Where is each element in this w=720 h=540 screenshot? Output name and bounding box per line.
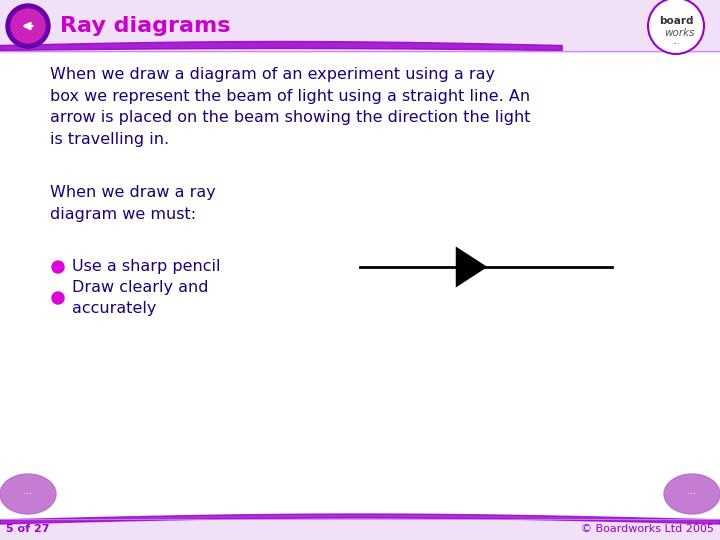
Text: works: works (664, 28, 694, 38)
Text: Draw clearly and
accurately: Draw clearly and accurately (72, 280, 209, 316)
Text: ···: ··· (24, 489, 32, 499)
Text: When we draw a diagram of an experiment using a ray
box we represent the beam of: When we draw a diagram of an experiment … (50, 67, 531, 147)
Circle shape (52, 292, 64, 304)
Bar (0, 518, 720, 540)
Text: © Boardworks Ltd 2005: © Boardworks Ltd 2005 (581, 524, 714, 534)
Ellipse shape (664, 474, 720, 514)
Ellipse shape (0, 474, 56, 514)
Circle shape (648, 0, 704, 54)
Text: Ray diagrams: Ray diagrams (60, 16, 230, 36)
Circle shape (11, 9, 45, 43)
Circle shape (52, 261, 64, 273)
Polygon shape (456, 246, 487, 287)
Circle shape (6, 4, 50, 48)
Text: Use a sharp pencil: Use a sharp pencil (72, 260, 220, 274)
Text: When we draw a ray
diagram we must:: When we draw a ray diagram we must: (50, 185, 216, 221)
Text: 5 of 27: 5 of 27 (6, 524, 50, 534)
Text: ···: ··· (688, 489, 696, 499)
Text: ...: ... (672, 37, 680, 46)
Text: board: board (659, 16, 693, 26)
Bar (0, 0, 720, 52)
